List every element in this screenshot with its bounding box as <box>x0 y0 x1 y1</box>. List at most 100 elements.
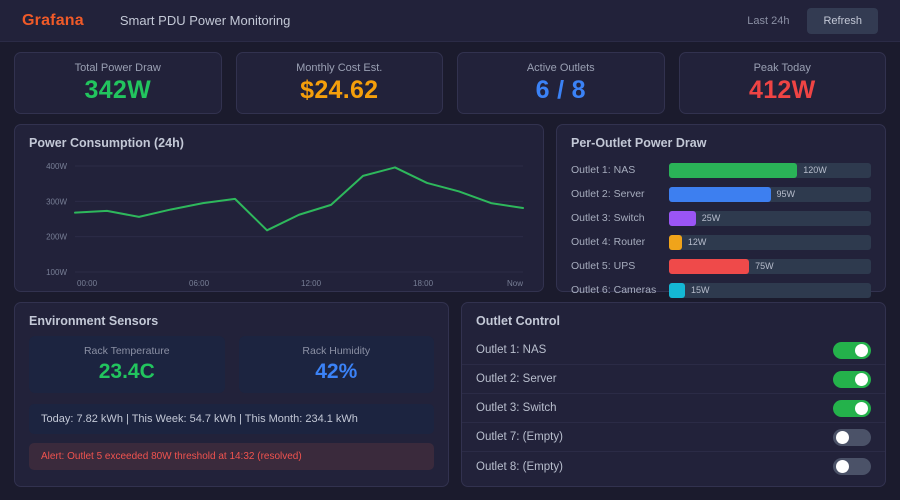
stat-card: Active Outlets 6 / 8 <box>457 52 665 114</box>
outlet-control-row: Outlet 1: NAS <box>462 336 885 365</box>
outlet-bar-label: Outlet 3: Switch <box>571 212 645 224</box>
outlet-bar-list: Outlet 1: NAS 120W Outlet 2: Server 95W Outl… <box>571 158 871 302</box>
outlet-bar-track: 120W <box>669 162 871 178</box>
outlet-bar-row: Outlet 3: Switch 25W <box>571 206 871 230</box>
outlet-bar-track: 95W <box>669 186 871 202</box>
stat-card-value: $24.62 <box>300 75 379 104</box>
outlet-power-toggle[interactable] <box>833 399 871 417</box>
stat-card-value: 342W <box>84 75 151 104</box>
outlet-control-title: Outlet Control <box>476 314 561 328</box>
outlet-bar-label: Outlet 1: NAS <box>571 164 636 176</box>
outlet-control-row: Outlet 7: (Empty) <box>462 423 885 452</box>
outlet-bar-fill <box>669 234 682 250</box>
stat-card-label: Active Outlets <box>526 61 595 74</box>
outlet-bar-fill <box>669 186 771 202</box>
toggle-knob-icon <box>836 460 849 473</box>
outlet-control-label: Outlet 1: NAS <box>476 344 547 356</box>
outlet-control-label: Outlet 8: (Empty) <box>476 460 563 473</box>
outlet-bar-value: 120W <box>803 165 827 175</box>
refresh-button[interactable]: Refresh <box>807 7 878 34</box>
outlet-bar-row: Outlet 1: NAS 120W <box>571 158 871 182</box>
energy-summary: Today: 7.82 kWh | This Week: 54.7 kWh | … <box>29 404 434 434</box>
outlet-bar-value: 15W <box>691 285 710 295</box>
page-title: Smart PDU Power Monitoring <box>119 13 291 28</box>
outlet-bar-fill <box>669 258 750 274</box>
time-range-label[interactable]: Last 24h <box>747 14 790 27</box>
outlet-bar-row: Outlet 4: Router 12W <box>571 230 871 254</box>
sensor-tile: Rack Temperature 23.4C <box>29 336 225 393</box>
outlet-control-panel: Outlet Control Outlet 1: NAS Outlet 2: Se… <box>461 302 886 487</box>
sensor-tile: Rack Humidity 42% <box>238 336 434 393</box>
chart-y-tick-label: 400W <box>46 162 67 171</box>
alert-message: Alert: Outlet 5 exceeded 80W threshold a… <box>29 443 434 470</box>
sensor-label: Rack Temperature <box>83 345 170 357</box>
outlet-power-toggle[interactable] <box>833 341 871 359</box>
chart-y-tick-label: 300W <box>46 197 67 206</box>
outlet-control-row: Outlet 2: Server <box>462 365 885 394</box>
outlet-bar-label: Outlet 2: Server <box>571 188 645 200</box>
outlet-control-label: Outlet 7: (Empty) <box>476 431 563 443</box>
outlet-control-label: Outlet 2: Server <box>476 373 557 385</box>
outlet-power-toggle[interactable] <box>833 428 871 446</box>
outlet-bar-row: Outlet 6: Cameras 15W <box>571 278 871 302</box>
stat-card-label: Peak Today <box>753 61 811 74</box>
outlet-bar-fill <box>669 210 696 226</box>
outlet-bar-value: 95W <box>776 189 796 199</box>
outlet-bar-row: Outlet 2: Server 95W <box>571 182 871 206</box>
sensor-label: Rack Humidity <box>302 345 371 357</box>
outlet-bar-value: 12W <box>687 237 707 247</box>
outlet-control-row: Outlet 8: (Empty) <box>462 452 885 481</box>
chart-x-tick-label: Now <box>507 279 523 288</box>
chart-y-tick-label: 200W <box>46 233 67 242</box>
outlet-control-row: Outlet 3: Switch <box>462 394 885 423</box>
outlet-bar-fill <box>669 162 798 178</box>
toggle-knob-icon <box>836 430 849 444</box>
stat-card: Total Power Draw 342W <box>14 52 222 114</box>
outlet-control-list: Outlet 1: NAS Outlet 2: Server Outlet 3: S… <box>462 336 885 481</box>
outlet-bar-label: Outlet 6: Cameras <box>571 284 657 296</box>
toggle-knob-icon <box>855 372 868 386</box>
top-header-bar: Grafana Smart PDU Power Monitoring Last … <box>0 0 900 42</box>
stat-card: Monthly Cost Est. $24.62 <box>235 52 443 114</box>
environment-sensors-title: Environment Sensors <box>29 314 159 328</box>
outlet-bar-label: Outlet 4: Router <box>571 236 646 248</box>
outlet-bar-value: 75W <box>755 261 774 271</box>
chart-y-tick-label: 100W <box>46 268 67 277</box>
outlet-control-label: Outlet 3: Switch <box>476 402 557 414</box>
grafana-logo: Grafana <box>22 11 84 29</box>
chart-x-tick-label: 00:00 <box>77 279 98 288</box>
outlet-power-toggle[interactable] <box>833 458 871 475</box>
stat-card-value: 412W <box>748 75 816 104</box>
environment-sensors-panel: Environment Sensors Rack Temperature 23.4… <box>14 302 449 487</box>
stat-card-label: Total Power Draw <box>74 61 161 74</box>
chart-series-line <box>74 166 524 232</box>
per-outlet-title: Per-Outlet Power Draw <box>571 136 707 150</box>
outlet-bar-fill <box>669 282 686 298</box>
chart-x-tick-label: 18:00 <box>413 279 434 288</box>
outlet-bar-track: 12W <box>669 234 871 250</box>
outlet-bar-track: 75W <box>669 258 871 274</box>
outlet-bar-track: 25W <box>669 210 871 226</box>
sensor-tiles-row: Rack Temperature 23.4C Rack Humidity 42% <box>29 336 434 393</box>
outlet-bar-track: 15W <box>669 282 871 298</box>
toggle-knob-icon <box>855 401 868 415</box>
power-consumption-chart[interactable]: 400W 300W 200W 100W 00:00 06:00 12:00 18:00 Now <box>29 158 529 290</box>
stat-card: Peak Today 412W <box>678 52 886 114</box>
toggle-knob-icon <box>855 343 868 357</box>
power-consumption-title: Power Consumption (24h) <box>29 136 184 150</box>
outlet-bar-value: 25W <box>701 213 721 223</box>
header-actions: Last 24h Refresh <box>747 7 878 34</box>
power-consumption-panel: Power Consumption (24h) 400W 300W 200W 100W… <box>14 124 544 292</box>
middle-panels-row: Power Consumption (24h) 400W 300W 200W 100W… <box>0 114 900 298</box>
sensor-value: 23.4C <box>98 360 155 383</box>
outlet-bar-row: Outlet 5: UPS 75W <box>571 254 871 278</box>
per-outlet-power-panel: Per-Outlet Power Draw Outlet 1: NAS 120W O… <box>556 124 886 298</box>
sensor-value: 42% <box>315 360 358 383</box>
stat-card-label: Monthly Cost Est. <box>296 61 383 74</box>
bottom-panels-row: Environment Sensors Rack Temperature 23.4… <box>0 292 900 487</box>
outlet-bar-label: Outlet 5: UPS <box>571 260 636 272</box>
stat-card-value: 6 / 8 <box>535 75 586 104</box>
chart-x-tick-label: 06:00 <box>189 279 210 288</box>
stat-cards-row: Total Power Draw 342W Monthly Cost Est. $24… <box>0 42 900 114</box>
outlet-power-toggle[interactable] <box>833 370 871 388</box>
